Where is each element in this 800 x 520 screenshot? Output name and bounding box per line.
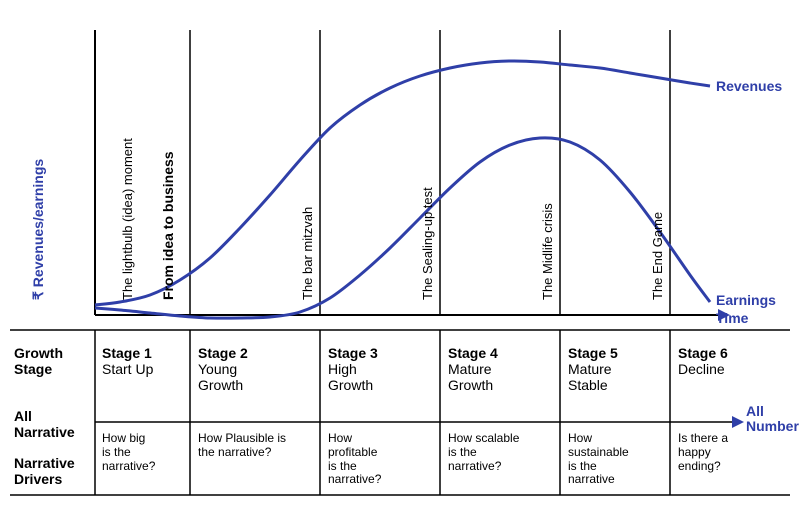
nd-question-4: Howsustainableis thenarrative <box>568 432 666 487</box>
stage-1: Stage 1 Start Up <box>102 345 153 377</box>
revenues-curve <box>95 61 710 305</box>
stage-6: Stage 6 Decline <box>678 345 728 377</box>
stage-3-name: Stage 3 <box>328 345 378 361</box>
stage-3-sub: HighGrowth <box>328 361 378 393</box>
nd-question-2: Howprofitableis thenarrative? <box>328 432 433 487</box>
stage-5-name: Stage 5 <box>568 345 618 361</box>
stage-5-sub: MatureStable <box>568 361 618 393</box>
column-header-0: The lightbulb (idea) moment <box>120 138 135 300</box>
column-header-5: The End Game <box>650 212 665 300</box>
diagram-root: ₹ Revenues/earnings The lightbulb <box>0 0 800 520</box>
spectrum-arrowhead <box>732 416 744 428</box>
rowlabel-growth-stage: GrowthStage <box>14 345 63 377</box>
spectrum-end-label: AllNumber <box>746 404 799 435</box>
stage-6-name: Stage 6 <box>678 345 728 361</box>
stage-3: Stage 3 HighGrowth <box>328 345 378 393</box>
earnings-curve <box>95 138 710 318</box>
column-header-3: The Sealing-up test <box>420 187 435 300</box>
stage-5: Stage 5 MatureStable <box>568 345 618 393</box>
earnings-label: Earnings <box>716 292 776 308</box>
nd-question-3: How scalableis thenarrative? <box>448 432 553 473</box>
stage-4-name: Stage 4 <box>448 345 498 361</box>
rowlabel-all-narrative: AllNarrative <box>14 408 75 440</box>
rowlabel-narrative-drivers: NarrativeDrivers <box>14 455 75 487</box>
stage-1-name: Stage 1 <box>102 345 152 361</box>
nd-question-1: How Plausible isthe narrative? <box>198 432 316 460</box>
stage-2-name: Stage 2 <box>198 345 248 361</box>
column-header-4: The Midlife crisis <box>540 203 555 300</box>
stage-6-sub: Decline <box>678 361 728 377</box>
stage-1-sub: Start Up <box>102 361 153 377</box>
nd-question-0: How bigis thenarrative? <box>102 432 184 473</box>
column-header-1: From idea to business <box>160 151 176 300</box>
time-label: Time <box>716 310 748 326</box>
nd-question-5: Is there ahappyending? <box>678 432 768 473</box>
revenues-label: Revenues <box>716 78 782 94</box>
column-header-2: The bar mitzvah <box>300 207 315 300</box>
stage-2-sub: YoungGrowth <box>198 361 248 393</box>
stage-2: Stage 2 YoungGrowth <box>198 345 248 393</box>
stage-4-sub: MatureGrowth <box>448 361 498 393</box>
stage-4: Stage 4 MatureGrowth <box>448 345 498 393</box>
y-axis-title: ₹ Revenues/earnings <box>30 159 47 300</box>
